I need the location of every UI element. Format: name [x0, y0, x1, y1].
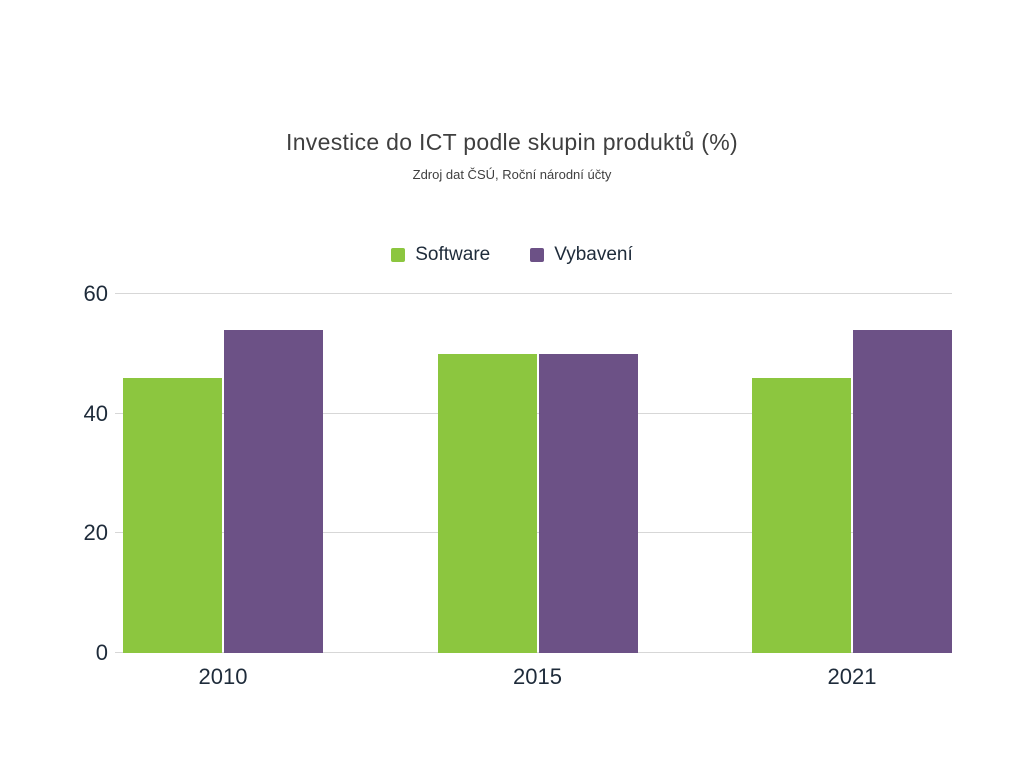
gridline-y60 [115, 293, 952, 294]
bar-groups: 2010 2015 2021 [115, 294, 952, 689]
x-axis-label-2021: 2021 [827, 664, 877, 689]
y-axis-label-0: 0 [95, 640, 108, 665]
bar-vybavení-2021 [853, 329, 952, 653]
y-axis-label-60: 60 [83, 281, 108, 306]
legend: Software Vybavení [0, 244, 1024, 266]
x-axis-label-2010: 2010 [198, 664, 248, 689]
chart-subtitle: Zdroj dat ČSÚ, Roční národní účty [412, 167, 612, 182]
legend-item-software: Software [391, 244, 490, 266]
legend-label: Software [415, 244, 491, 265]
x-axis-label-2015: 2015 [513, 664, 562, 689]
y-axis-label-20: 20 [83, 520, 108, 546]
bar-group-2010: 2010 [123, 294, 323, 689]
chart-title: Investice do ICT podle skupin produktů (… [286, 129, 738, 155]
bar-software-2021 [752, 377, 851, 653]
legend-swatch-icon [391, 248, 406, 262]
legend-label: Vybavení [554, 244, 633, 265]
bar-group-2021: 2021 [752, 294, 952, 689]
bar-software-2010 [123, 377, 222, 653]
y-axis-label-40: 40 [83, 400, 108, 426]
bar-software-2015 [437, 353, 537, 653]
y-axis: 0 20 40 60 [0, 281, 108, 665]
legend-item-vybavení: Vybavení [530, 244, 633, 266]
bar-vybavení-2015 [538, 353, 638, 653]
bar-group-2015: 2015 [437, 294, 638, 689]
legend-swatch-icon [530, 248, 545, 262]
plot-area: 2010 2015 2021 [115, 293, 952, 689]
bar-vybavení-2010 [224, 329, 323, 653]
